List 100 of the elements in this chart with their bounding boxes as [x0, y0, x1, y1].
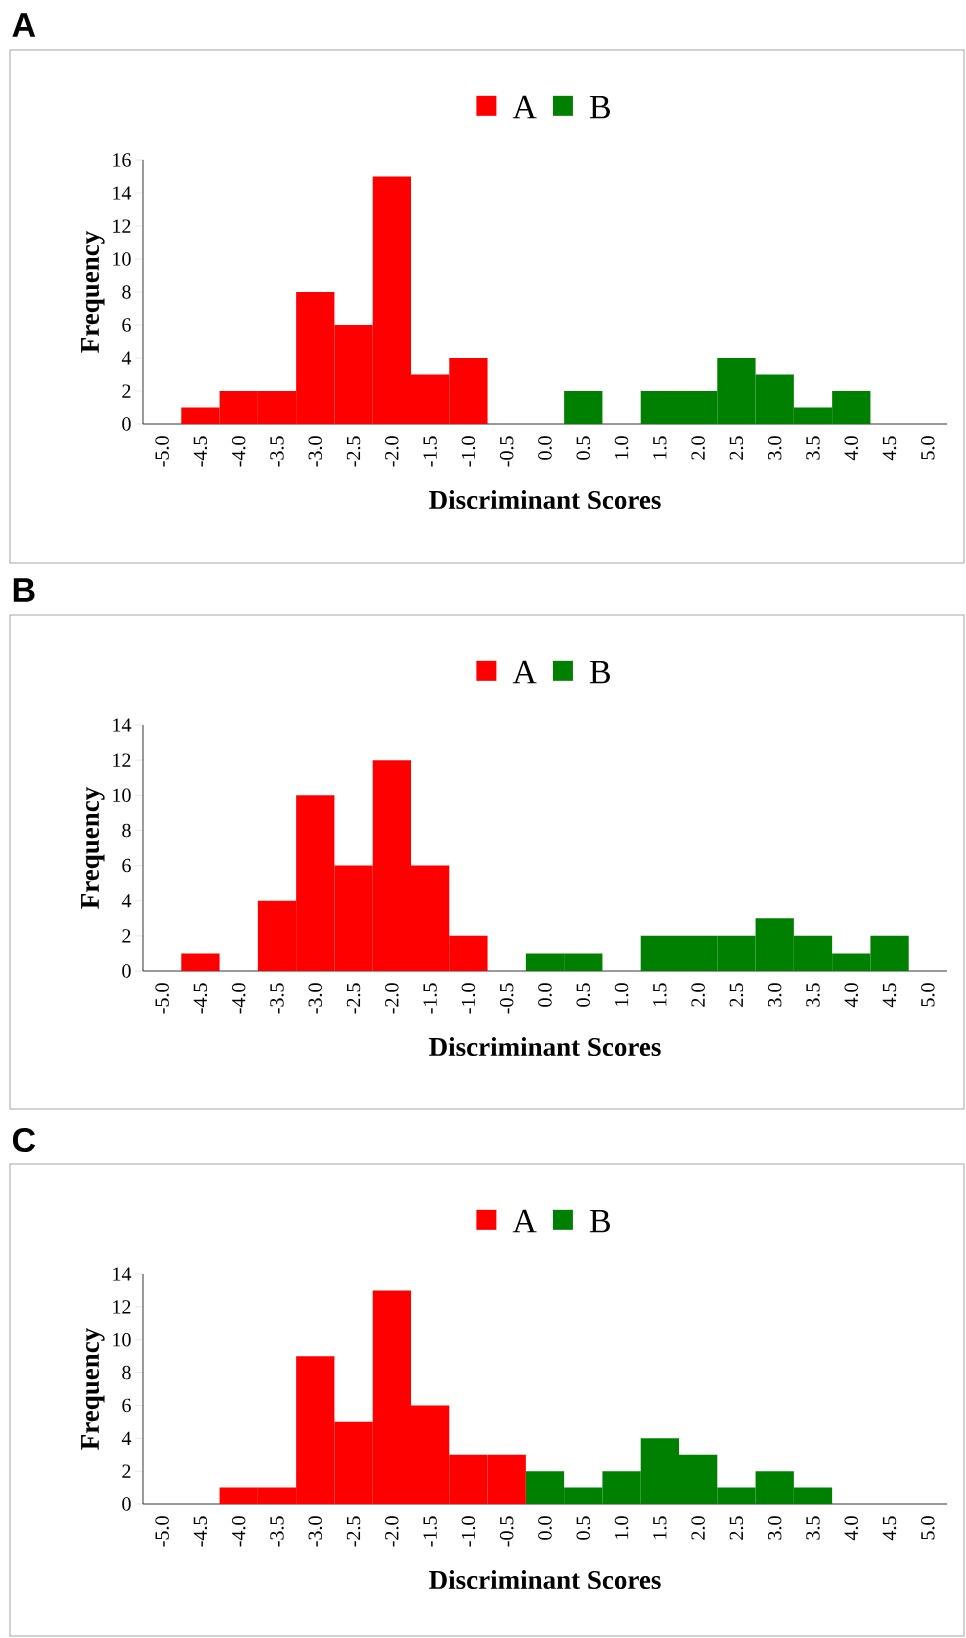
x-tick-label: 0.5	[576, 1516, 591, 1540]
x-tick-label: -3.5	[270, 436, 284, 467]
x-tick-label: 1.0	[614, 983, 629, 1006]
legend-label: A	[512, 1209, 537, 1233]
x-tick-label: -4.5	[193, 1516, 208, 1547]
y-tick-label: 16	[113, 153, 131, 167]
x-tick-label: 4.5	[882, 436, 897, 461]
y-axis-title: Frequency	[81, 231, 105, 353]
y-tick-label: 0	[122, 964, 131, 978]
x-axis-title: Discriminant Scores	[429, 490, 661, 510]
x-tick-label: 3.0	[767, 983, 782, 1007]
x-tick-label: 0.5	[576, 436, 591, 460]
x-tick-label: -0.5	[499, 436, 514, 467]
x-tick-label: 0.0	[538, 983, 552, 1007]
x-tick-label: -0.5	[499, 1516, 514, 1547]
x-tick-label: 1.0	[614, 436, 629, 459]
x-tick-label: -3.5	[270, 983, 284, 1014]
x-tick-label: -0.5	[499, 983, 514, 1014]
x-tick-label: 5.0	[921, 983, 935, 1007]
x-tick-label: -5.0	[155, 983, 169, 1014]
x-tick-label: -1.5	[423, 1516, 437, 1547]
bar	[564, 391, 603, 425]
y-tick-label: 6	[122, 858, 131, 873]
y-tick-label: 10	[113, 1332, 131, 1347]
x-tick-label: 2.0	[691, 983, 705, 1007]
y-axis-title: Frequency	[81, 787, 105, 909]
x-tick-label: -3.0	[308, 983, 323, 1014]
y-tick-label: 0	[122, 1497, 131, 1511]
y-tick-label: 2	[122, 929, 131, 943]
x-tick-label: -1.5	[423, 983, 437, 1014]
x-tick-label: 2.5	[729, 983, 744, 1007]
x-tick-label: 1.5	[653, 436, 667, 459]
x-tick-label: 4.0	[844, 1516, 859, 1541]
x-tick-label: -1.5	[423, 436, 437, 467]
x-tick-label: 1.5	[653, 983, 667, 1006]
y-tick-label: 2	[122, 384, 131, 398]
x-tick-label: -1.0	[461, 436, 476, 467]
x-tick-label: -4.0	[231, 1516, 246, 1547]
x-tick-label: 0.0	[538, 1516, 552, 1540]
x-tick-label: 1.5	[653, 1516, 667, 1539]
chart-title: B	[13, 578, 35, 602]
x-tick-label: -5.0	[155, 1516, 169, 1547]
y-tick-label: 6	[122, 318, 131, 332]
x-tick-label: 5.0	[921, 436, 935, 460]
y-tick-label: 8	[122, 823, 131, 838]
x-tick-label: 2.5	[729, 436, 744, 460]
x-tick-label: -4.5	[193, 983, 208, 1014]
x-tick-label: -3.5	[270, 1516, 284, 1547]
x-tick-label: 4.5	[882, 1516, 897, 1541]
x-tick-label: 3.0	[767, 1516, 782, 1540]
x-tick-label: 4.0	[844, 983, 859, 1008]
y-tick-label: 14	[113, 1267, 132, 1281]
y-tick-label: 12	[113, 1300, 131, 1314]
y-tick-label: 4	[121, 1431, 132, 1445]
x-tick-label: -5.0	[155, 436, 169, 467]
y-tick-label: 14	[113, 186, 132, 200]
y-tick-label: 6	[122, 1398, 131, 1413]
x-tick-label: -3.0	[308, 436, 323, 467]
x-axis-title: Discriminant Scores	[429, 1037, 661, 1057]
x-tick-label: 4.5	[882, 983, 897, 1008]
x-tick-label: 4.0	[844, 436, 859, 461]
x-tick-label: -2.0	[385, 983, 399, 1014]
x-tick-label: 0.5	[576, 983, 591, 1007]
x-tick-label: 2.0	[691, 436, 705, 460]
legend-label: A	[512, 660, 537, 684]
x-tick-label: -1.0	[461, 1516, 476, 1547]
y-tick-label: 10	[113, 788, 131, 803]
x-tick-label: 3.5	[806, 436, 820, 460]
legend-label: B	[589, 95, 610, 119]
x-tick-label: 2.5	[729, 1516, 744, 1540]
chart-title: C	[12, 1127, 36, 1153]
y-axis-title: Frequency	[81, 1328, 105, 1450]
y-tick-label: 2	[122, 1464, 131, 1478]
legend-label: B	[589, 660, 610, 684]
legend-label: A	[512, 95, 537, 119]
x-tick-label: 0.0	[538, 436, 552, 460]
y-tick-label: 12	[113, 219, 131, 233]
x-tick-label: -4.0	[231, 983, 246, 1014]
x-tick-label: 3.0	[767, 436, 782, 460]
x-tick-label: -1.0	[461, 983, 476, 1014]
legend-label: B	[589, 1209, 610, 1233]
x-tick-label: -2.0	[385, 436, 399, 467]
x-tick-label: -4.5	[193, 436, 208, 467]
x-tick-label: 1.0	[614, 1516, 629, 1539]
x-tick-label: -3.0	[308, 1516, 323, 1547]
bar	[181, 953, 220, 972]
x-tick-label: -2.5	[346, 983, 361, 1014]
y-tick-label: 8	[122, 1365, 131, 1380]
chart-title: A	[12, 13, 36, 37]
x-axis-title: Discriminant Scores	[429, 1570, 661, 1590]
y-tick-label: 14	[113, 718, 132, 732]
y-tick-label: 8	[122, 285, 131, 299]
y-tick-label: 12	[113, 753, 131, 767]
x-tick-label: -4.0	[231, 436, 246, 467]
x-tick-label: 3.5	[806, 1516, 820, 1540]
x-tick-label: 5.0	[921, 1516, 935, 1540]
y-tick-label: 4	[121, 894, 132, 908]
x-tick-label: 2.0	[691, 1516, 705, 1540]
x-tick-label: -2.5	[346, 1516, 361, 1547]
y-tick-label: 4	[121, 351, 132, 365]
